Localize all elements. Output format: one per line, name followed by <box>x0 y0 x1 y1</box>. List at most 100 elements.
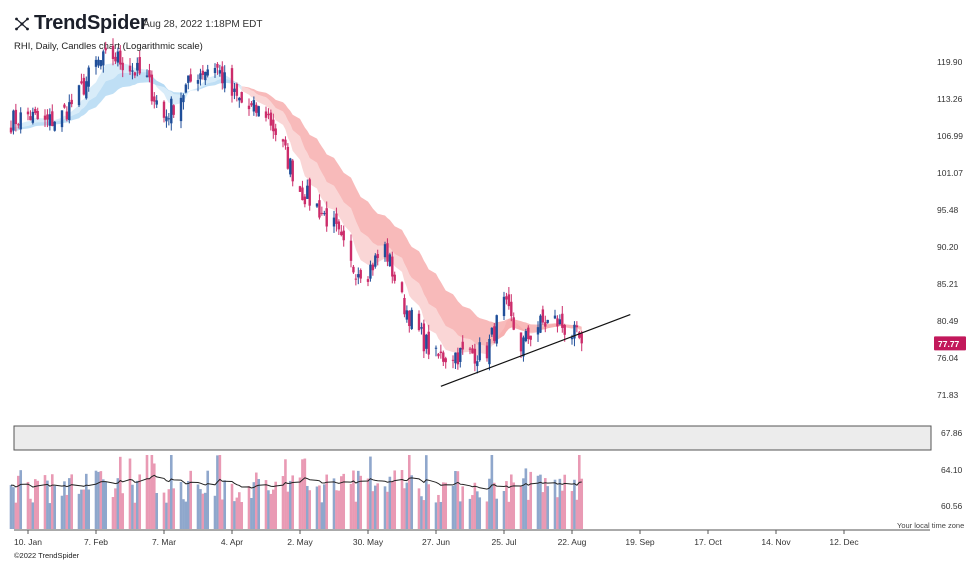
candle-body <box>133 72 137 76</box>
candle-body <box>34 108 37 114</box>
last-price-tag <box>934 336 966 351</box>
candle-body <box>235 83 239 96</box>
brand-name: TrendSpider <box>34 12 148 34</box>
volume-bar <box>468 498 472 529</box>
volume-bar <box>505 481 508 529</box>
candle-body <box>434 347 438 349</box>
candle-body <box>451 359 455 361</box>
candle-body <box>478 342 481 361</box>
candle-body <box>150 74 154 102</box>
x-axis-tick-label: 19. Sep <box>625 537 655 547</box>
candle-body <box>490 327 494 335</box>
candle-body <box>444 358 447 363</box>
volume-bar <box>167 489 171 529</box>
candle-body <box>153 96 156 102</box>
volume-bar <box>298 477 302 529</box>
volume-bar <box>303 458 307 529</box>
chart-header: TrendSpider Aug 28, 2022 1:18PM EDT RHI,… <box>0 0 980 60</box>
volume-bar <box>441 482 445 529</box>
volume-bar <box>456 471 460 529</box>
trendspider-logo[interactable]: TrendSpider <box>14 12 148 35</box>
candle-body <box>291 160 294 182</box>
candle-body <box>544 322 547 327</box>
candle-body <box>439 351 443 354</box>
volume-bar <box>359 475 363 529</box>
volume-axis-tick-label: 64.10 <box>941 465 963 475</box>
candle-body <box>403 297 406 315</box>
volume-bar <box>422 500 426 529</box>
candle-body <box>238 97 241 101</box>
volume-bar <box>19 470 23 529</box>
spider-logo-icon <box>15 17 29 30</box>
volume-bar <box>507 501 511 529</box>
candle-body <box>519 332 523 352</box>
candle-body <box>274 128 277 135</box>
volume-bar <box>305 485 309 529</box>
candle-body <box>63 104 66 108</box>
candle-body <box>17 124 20 126</box>
candle-body <box>539 315 542 333</box>
candle-body <box>19 112 22 130</box>
volume-bar <box>82 489 86 529</box>
candle-body <box>97 59 100 66</box>
volume-bar <box>267 490 270 529</box>
volume-bar <box>454 471 457 529</box>
candle-body <box>233 88 236 92</box>
volume-bar <box>116 478 120 529</box>
volume-bar <box>220 499 224 529</box>
candle-body <box>31 111 35 123</box>
candle-body <box>495 315 498 344</box>
volume-bar <box>172 488 176 529</box>
volume-bar <box>128 458 132 529</box>
candle-body <box>68 102 71 121</box>
candle-body <box>315 203 319 207</box>
candle-body <box>374 255 377 267</box>
timezone-label[interactable]: Your local time zone <box>897 521 965 530</box>
volume-bar <box>169 455 173 529</box>
volume-bar <box>320 502 324 529</box>
volume-bar <box>575 499 579 529</box>
candle-body <box>230 68 234 96</box>
volume-bar <box>393 470 397 529</box>
volume-bar <box>478 497 482 529</box>
volume-bar <box>77 493 81 529</box>
volume-bar <box>65 494 69 529</box>
volume-bar <box>87 489 91 529</box>
candle-body <box>556 318 559 327</box>
candle-body <box>308 179 311 206</box>
candle-body <box>342 230 345 241</box>
volume-bar <box>427 484 431 529</box>
volume-bar <box>152 463 156 529</box>
candle-body <box>257 106 260 117</box>
candle-body <box>286 146 290 169</box>
candle-body <box>167 118 171 120</box>
candle-body <box>512 317 515 330</box>
volume-bar <box>437 494 440 529</box>
candle-body <box>136 62 139 71</box>
volume-bar <box>50 474 54 529</box>
volume-bar <box>284 459 287 529</box>
candle-body <box>218 70 222 74</box>
volume-bar <box>223 480 227 529</box>
x-axis-tick-label: 7. Feb <box>84 537 108 547</box>
candle-body <box>26 111 30 115</box>
candle-body <box>427 331 430 355</box>
volume-bar <box>257 479 261 529</box>
volume-bar <box>252 482 256 529</box>
volume-axis-tick-label: 60.56 <box>941 501 963 511</box>
volume-bar <box>237 492 241 529</box>
indicator-panel <box>13 425 932 451</box>
candle-body <box>400 282 404 293</box>
candle-body <box>216 63 219 68</box>
volume-bar <box>519 486 523 529</box>
volume-bar <box>271 489 275 529</box>
candle-body <box>272 119 275 132</box>
candle-body <box>323 213 326 215</box>
candle-body <box>269 112 273 126</box>
candle-body <box>459 347 462 362</box>
candle-body <box>172 105 175 115</box>
candle-body <box>306 185 309 199</box>
candle-body <box>437 353 440 357</box>
candle-body <box>240 91 243 103</box>
